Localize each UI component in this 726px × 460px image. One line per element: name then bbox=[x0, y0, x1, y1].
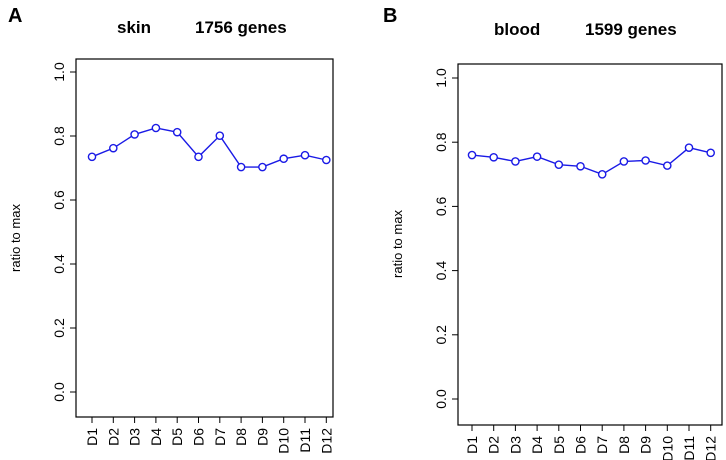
panel-a-x-tick-label-d12: D12 bbox=[318, 428, 334, 454]
panel-a-plot-frame bbox=[75, 58, 334, 418]
panel-b-point-d7 bbox=[597, 169, 607, 179]
panel-a-point-d8 bbox=[236, 162, 246, 172]
panel-b-point-d11 bbox=[684, 143, 694, 152]
panel-a-x-tick-label-d4: D4 bbox=[148, 428, 164, 446]
panel-a-y-tick-label-4: 0.8 bbox=[51, 126, 67, 146]
panel-b-y-tick-label-3: 0.6 bbox=[433, 196, 449, 216]
panel-a-x-tick-label-d8: D8 bbox=[233, 428, 249, 446]
panel-b-x-tick-label-d12: D12 bbox=[703, 436, 719, 460]
panel-b: B blood 1599 genes ratio to max 0.00.20.… bbox=[383, 5, 723, 460]
panel-a-x-tick-label-d5: D5 bbox=[169, 428, 185, 446]
panel-a-title-tissue: skin bbox=[117, 18, 151, 37]
panel-a-point-d4 bbox=[151, 123, 161, 133]
panel-b-letter: B bbox=[383, 5, 397, 27]
panel-a-y-tick-label-0: 0.0 bbox=[51, 382, 67, 402]
panel-b-y-tick-label-4: 0.8 bbox=[433, 132, 449, 152]
panel-a-point-d6 bbox=[194, 152, 203, 162]
panel-a-point-d10 bbox=[279, 154, 289, 164]
panel-a-letter: A bbox=[8, 5, 22, 27]
panel-b-point-d5 bbox=[554, 160, 564, 169]
panel-a-point-d12 bbox=[321, 155, 331, 165]
panel-a-x-tick-label-d10: D10 bbox=[276, 428, 292, 454]
panel-b-point-d8 bbox=[619, 157, 629, 166]
panel-b-point-d3 bbox=[511, 157, 520, 166]
panel-b-y-tick-label-0: 0.0 bbox=[433, 389, 449, 409]
panel-b-point-d9 bbox=[641, 156, 650, 165]
panel-a-point-d1 bbox=[87, 152, 97, 162]
panel-a-x-tick-label-d11: D11 bbox=[297, 428, 313, 453]
panel-a-series bbox=[87, 123, 331, 172]
panel-a-x-tick-label-d7: D7 bbox=[212, 428, 228, 446]
panel-b-x-axis: D1 D2 D3 D4 D5 D6 D7 D8 D9 D10 D11 D12 bbox=[464, 425, 719, 460]
panel-b-title-tissue: blood bbox=[494, 20, 540, 39]
panel-b-x-tick-label-d6: D6 bbox=[573, 436, 589, 454]
panel-b-x-tick-label-d9: D9 bbox=[638, 436, 654, 454]
panel-b-x-tick-label-d1: D1 bbox=[464, 436, 480, 454]
panel-b-point-d12 bbox=[706, 148, 716, 158]
panel-b-y-axis-label: ratio to max bbox=[390, 210, 405, 278]
panel-a-x-axis: D1 D2 D3 D4 D5 D6 D7 D8 D9 D10 D11 D12 bbox=[84, 417, 334, 454]
panel-b-series bbox=[467, 143, 716, 179]
panel-a-series-line bbox=[91, 127, 327, 168]
panel-b-x-tick-label-d11: D11 bbox=[681, 436, 697, 460]
panel-b-y-tick-label-2: 0.4 bbox=[433, 261, 449, 281]
panel-b-point-d4 bbox=[532, 152, 542, 161]
panel-a-x-tick-label-d6: D6 bbox=[191, 428, 207, 446]
panel-b-series-line bbox=[471, 146, 711, 176]
panel-b-x-tick-label-d5: D5 bbox=[551, 436, 567, 454]
panel-a-x-tick-label-d1: D1 bbox=[84, 428, 100, 446]
panel-b-x-tick-label-d10: D10 bbox=[659, 436, 675, 460]
panel-b-point-d1 bbox=[467, 150, 477, 160]
panel-b-x-tick-label-d7: D7 bbox=[594, 436, 610, 454]
panel-a-y-tick-label-3: 0.6 bbox=[51, 190, 67, 210]
panel-a-point-d11 bbox=[300, 150, 310, 160]
panel-a-point-d3 bbox=[130, 130, 139, 139]
panel-b-point-d10 bbox=[663, 161, 672, 170]
panel-a-point-d5 bbox=[172, 127, 182, 137]
panel-b-x-tick-label-d4: D4 bbox=[529, 436, 545, 454]
panel-a-y-axis: 0.0 0.2 0.4 0.6 0.8 1.0 bbox=[51, 62, 76, 402]
panel-b-y-tick-label-5: 1.0 bbox=[433, 68, 449, 88]
panel-a-title-genes: 1756 genes bbox=[195, 18, 287, 37]
panel-a-y-tick-label-1: 0.2 bbox=[51, 318, 67, 338]
panel-a: A skin 1756 genes ratio to max 0.0 0.2 0.4… bbox=[8, 5, 334, 454]
panel-a-x-tick-label-d3: D3 bbox=[127, 428, 143, 446]
panel-a-x-tick-label-d9: D9 bbox=[254, 428, 270, 446]
panel-b-point-d2 bbox=[489, 152, 499, 162]
panel-b-y-axis: 0.0 0.2 0.4 0.6 0.8 1.0 bbox=[433, 68, 458, 409]
panel-b-point-d6 bbox=[576, 161, 585, 171]
panel-b-title-genes: 1599 genes bbox=[585, 20, 677, 39]
panel-a-y-tick-label-2: 0.4 bbox=[51, 254, 67, 274]
panel-a-y-tick-label-5: 1.0 bbox=[51, 62, 67, 82]
panel-a-point-d7 bbox=[215, 131, 225, 140]
panel-b-x-tick-label-d2: D2 bbox=[486, 436, 502, 454]
panel-a-y-axis-label: ratio to max bbox=[8, 204, 23, 272]
panel-b-x-tick-label-d3: D3 bbox=[507, 436, 523, 454]
panel-b-y-tick-label-1: 0.2 bbox=[433, 325, 449, 345]
panel-a-point-d9 bbox=[258, 162, 267, 172]
panel-b-x-tick-label-d8: D8 bbox=[616, 436, 632, 454]
panel-a-x-tick-label-d2: D2 bbox=[105, 428, 121, 446]
panel-a-point-d2 bbox=[109, 143, 118, 153]
panel-b-plot-frame bbox=[457, 63, 723, 426]
